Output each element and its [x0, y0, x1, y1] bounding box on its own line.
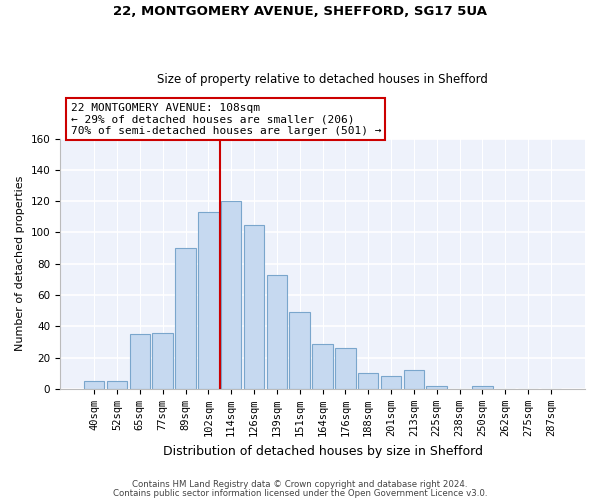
Bar [152, 332, 173, 389]
X-axis label: Distribution of detached houses by size in Shefford: Distribution of detached houses by size … [163, 444, 482, 458]
Text: 22 MONTGOMERY AVENUE: 108sqm
← 29% of detached houses are smaller (206)
70% of s: 22 MONTGOMERY AVENUE: 108sqm ← 29% of de… [71, 103, 381, 136]
Y-axis label: Number of detached properties: Number of detached properties [15, 176, 25, 352]
Bar [358, 374, 379, 389]
Bar [107, 381, 127, 389]
Text: Contains public sector information licensed under the Open Government Licence v3: Contains public sector information licen… [113, 488, 487, 498]
Bar [84, 381, 104, 389]
Bar [312, 344, 333, 389]
Bar [175, 248, 196, 389]
Bar [130, 334, 150, 389]
Bar [381, 376, 401, 389]
Bar [335, 348, 356, 389]
Bar [198, 212, 218, 389]
Bar [472, 386, 493, 389]
Text: 22, MONTGOMERY AVENUE, SHEFFORD, SG17 5UA: 22, MONTGOMERY AVENUE, SHEFFORD, SG17 5U… [113, 5, 487, 18]
Bar [427, 386, 447, 389]
Bar [266, 274, 287, 389]
Bar [289, 312, 310, 389]
Title: Size of property relative to detached houses in Shefford: Size of property relative to detached ho… [157, 73, 488, 86]
Bar [404, 370, 424, 389]
Bar [221, 201, 241, 389]
Bar [244, 224, 264, 389]
Text: Contains HM Land Registry data © Crown copyright and database right 2024.: Contains HM Land Registry data © Crown c… [132, 480, 468, 489]
